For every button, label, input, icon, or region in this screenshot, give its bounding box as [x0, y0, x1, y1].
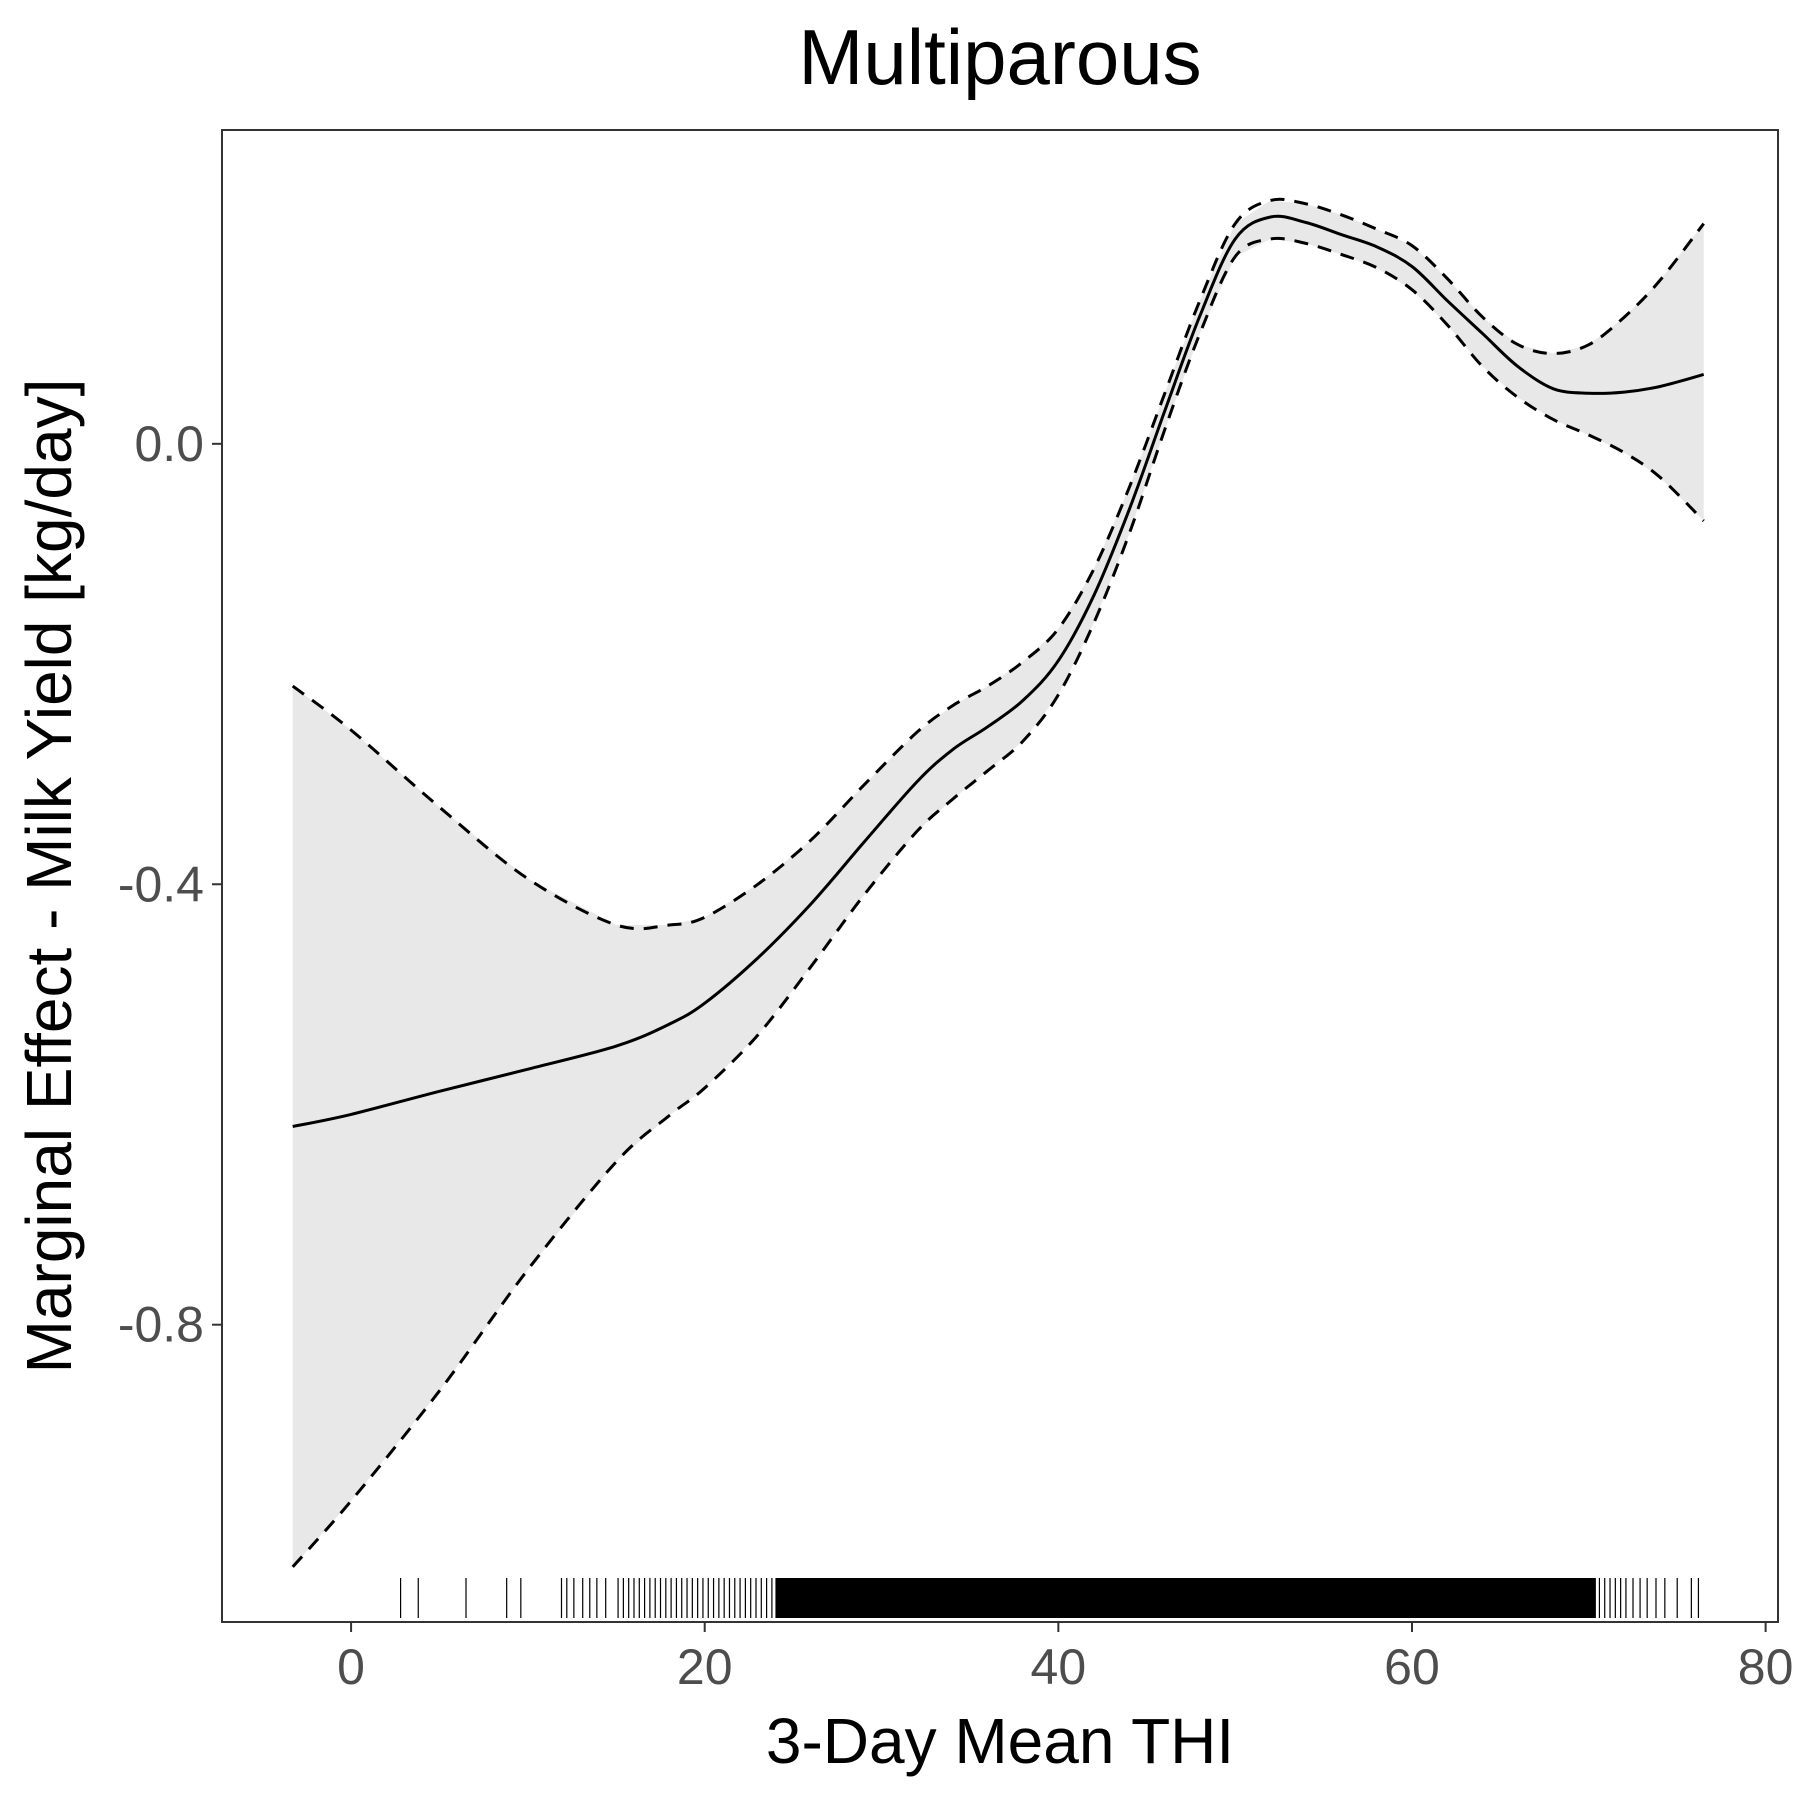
plot-area	[291, 197, 1705, 1618]
x-tick-label: 80	[1738, 1639, 1794, 1695]
axes: 0 20 40 60 80 0.0 -0.4 -0.8	[118, 416, 1794, 1695]
x-tick-label: 20	[677, 1639, 733, 1695]
confidence-band	[292, 200, 1704, 1567]
x-tick-label: 0	[337, 1639, 365, 1695]
x-axis-title: 3-Day Mean THI	[766, 1705, 1234, 1777]
upper-bound-line	[291, 197, 1705, 931]
y-tick-label: -0.4	[118, 856, 204, 912]
x-tick-label: 60	[1384, 1639, 1440, 1695]
y-axis-title: Marginal Effect - Milk Yield [kg/day]	[13, 379, 85, 1374]
rug-dense-block	[775, 1578, 1596, 1618]
x-tick-label: 40	[1031, 1639, 1087, 1695]
plot-frame	[221, 129, 1779, 1623]
chart-title: Multiparous	[798, 13, 1201, 101]
y-tick-label: -0.8	[118, 1297, 204, 1353]
estimate-line	[292, 214, 1705, 1128]
y-tick-label: 0.0	[134, 416, 204, 472]
